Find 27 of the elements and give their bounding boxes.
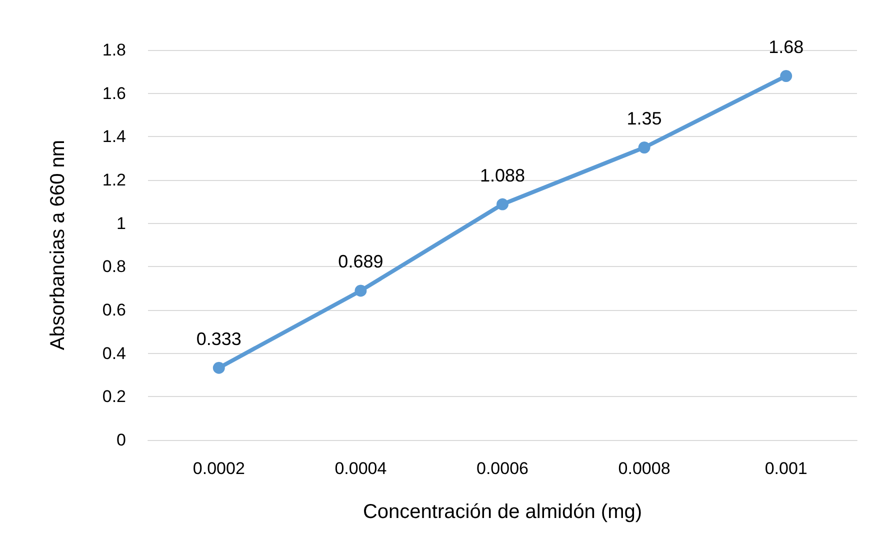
- data-label: 1.088: [480, 165, 526, 186]
- y-tick-label: 1.2: [102, 170, 126, 190]
- y-tick-label: 0.4: [102, 344, 126, 363]
- y-tick-label: 0: [116, 430, 126, 450]
- x-tick-label: 0.0002: [192, 459, 245, 478]
- point: [780, 70, 792, 82]
- x-axis-title: Concentración de almidón (mg): [362, 501, 642, 523]
- point: [354, 284, 367, 297]
- data-label: 1.68: [768, 37, 804, 57]
- x-tick-label: 0.0004: [334, 459, 387, 478]
- x-tick-label: 0.001: [764, 459, 808, 478]
- data-label: 0.689: [338, 252, 384, 272]
- x-tick-label: 0.0008: [618, 459, 670, 478]
- y-tick-label: 0.8: [102, 257, 126, 276]
- y-axis-title: Absorbancias a 660 nm: [47, 140, 69, 350]
- point: [638, 142, 650, 154]
- y-tick-label: 1.4: [102, 127, 126, 146]
- y-tick-label: 0.6: [102, 300, 126, 320]
- data-label: 1.35: [626, 108, 662, 128]
- y-tick-label: 1.6: [102, 84, 126, 103]
- y-tick-label: 1.8: [102, 40, 126, 60]
- point: [496, 198, 508, 210]
- data-label: 0.333: [196, 328, 242, 349]
- y-tick-label: 1: [116, 214, 126, 233]
- point: [212, 362, 225, 374]
- x-tick-label: 0.0006: [476, 459, 528, 478]
- y-tick-label: 0.2: [102, 387, 126, 406]
